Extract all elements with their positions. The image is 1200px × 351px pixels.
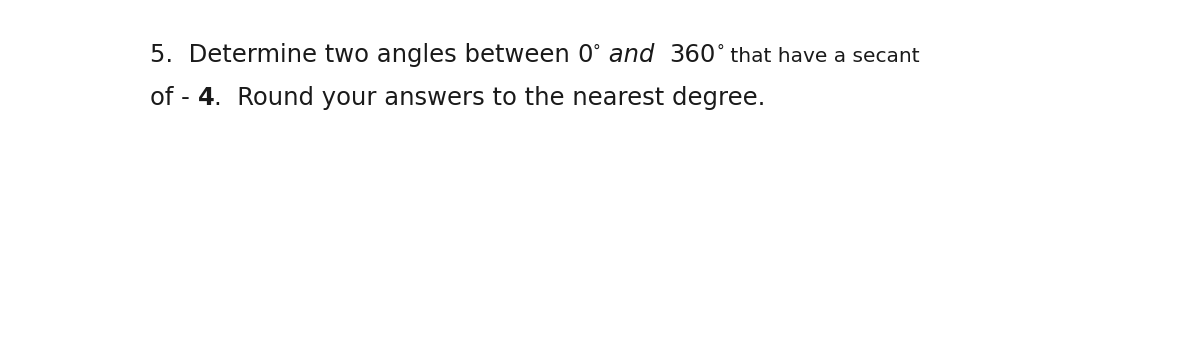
- Text: 4: 4: [198, 86, 215, 110]
- Text: 360: 360: [670, 43, 716, 67]
- Text: that have a secant: that have a secant: [724, 47, 919, 66]
- Text: 0: 0: [577, 43, 593, 67]
- Text: and: and: [601, 43, 670, 67]
- Text: 5.  Determine two angles between: 5. Determine two angles between: [150, 43, 577, 67]
- Text: °: °: [593, 44, 601, 59]
- Text: of -: of -: [150, 86, 198, 110]
- Text: .  Round your answers to the nearest degree.: . Round your answers to the nearest degr…: [215, 86, 766, 110]
- Text: °: °: [716, 44, 724, 59]
